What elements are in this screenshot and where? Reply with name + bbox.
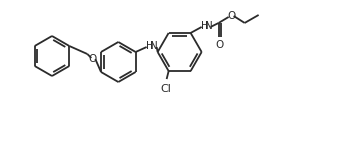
Text: O: O xyxy=(216,40,224,50)
Text: N: N xyxy=(205,21,212,31)
Text: Cl: Cl xyxy=(160,84,171,94)
Text: O: O xyxy=(228,11,236,21)
Text: O: O xyxy=(88,54,96,64)
Text: N: N xyxy=(150,41,158,51)
Text: H: H xyxy=(201,21,208,31)
Text: H: H xyxy=(146,41,153,51)
